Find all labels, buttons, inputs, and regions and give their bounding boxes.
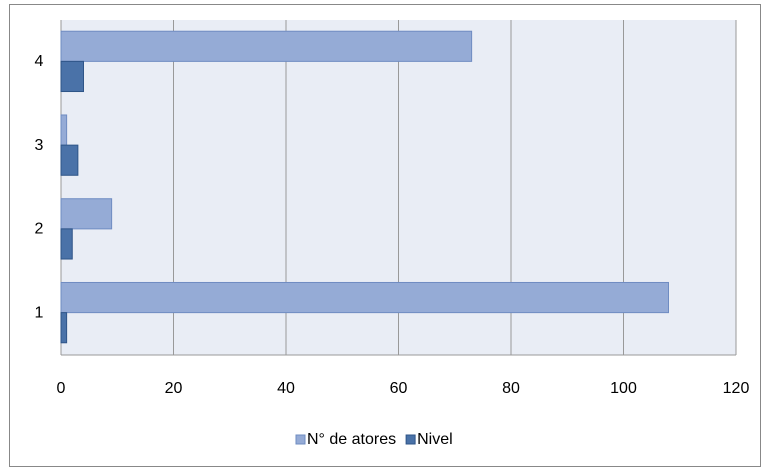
bar <box>60 198 113 230</box>
legend-swatch <box>295 434 306 445</box>
y-tick-label: 4 <box>35 53 44 70</box>
x-tick-label: 0 <box>57 380 66 397</box>
legend-label: N° de atores <box>307 431 396 448</box>
x-tick-label: 20 <box>165 380 183 397</box>
y-tick-label: 1 <box>35 304 44 321</box>
x-tick-label: 40 <box>277 380 295 397</box>
bar <box>60 281 669 314</box>
legend-label: Nivel <box>417 431 453 448</box>
x-tick-label: 80 <box>502 380 520 397</box>
legend-swatch <box>405 434 416 445</box>
bar <box>60 312 68 344</box>
bar <box>60 30 473 62</box>
bar <box>60 114 68 146</box>
y-tick-label: 3 <box>35 137 44 154</box>
x-tick-label: 120 <box>723 380 750 397</box>
bar <box>60 144 79 176</box>
bar <box>60 60 84 93</box>
bar <box>60 228 73 260</box>
x-tick-label: 100 <box>610 380 637 397</box>
x-tick-label: 60 <box>390 380 408 397</box>
y-tick-label: 2 <box>35 221 44 238</box>
